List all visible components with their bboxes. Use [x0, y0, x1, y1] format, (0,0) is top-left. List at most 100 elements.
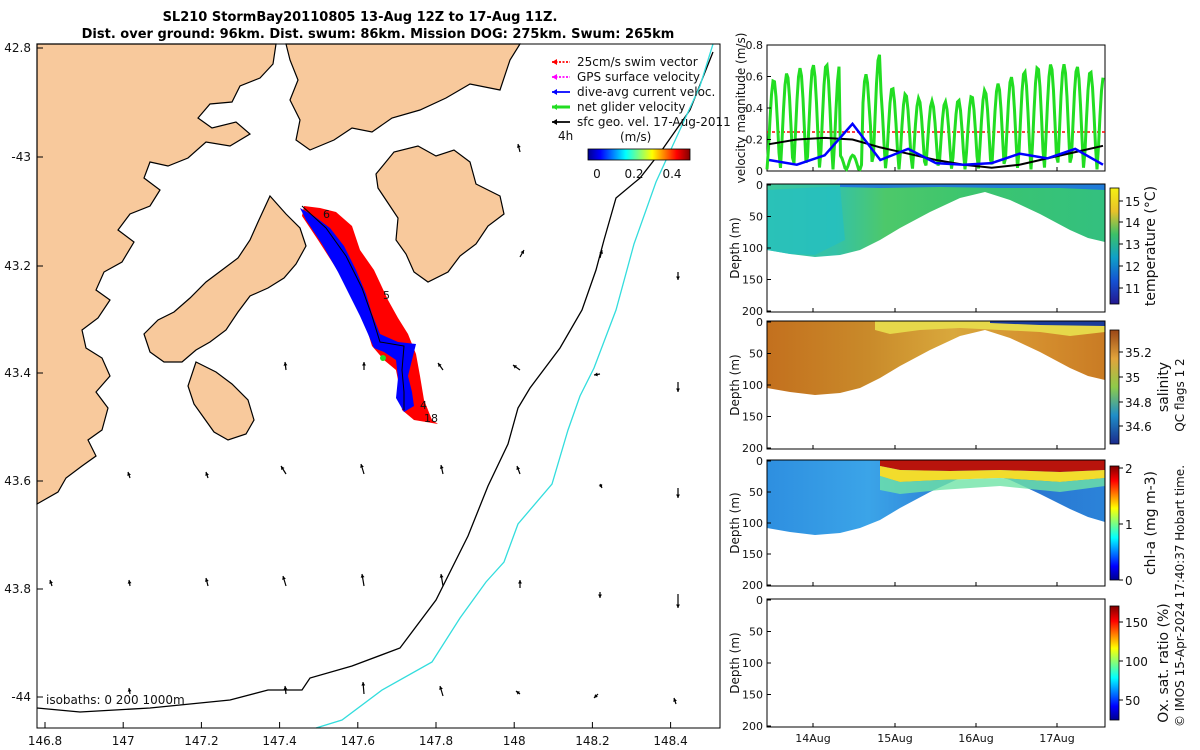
- colorbar-tick-label: 35.2: [1125, 346, 1152, 360]
- time-tick-label: 16Aug: [958, 732, 993, 745]
- temperature-coastal-warm: [767, 186, 845, 255]
- geo-velocity-arrow: [127, 471, 131, 479]
- geo-velocity-arrow: [519, 249, 525, 258]
- oxygen-section-axes: 0 50 100 150 200 Depth (m): [728, 594, 1106, 733]
- map-x-tick-label: 148: [503, 734, 526, 748]
- geo-velocity-arrow: [518, 580, 522, 588]
- geo-velocity-arrow: [282, 575, 287, 587]
- geo-velocity-arrow: [599, 249, 604, 259]
- colorbar-tick-label: 13: [1125, 238, 1140, 252]
- velocity-panel: 0 0.2 0.4 0.6 0.8 velocity magnitude (m/s): [734, 33, 1106, 184]
- map-y-tick-label: 43.4: [4, 366, 31, 380]
- isobath-note: isobaths: 0 200 1000m: [46, 693, 185, 707]
- depth-tick-label: 100: [742, 517, 763, 530]
- legend-arrowhead: [552, 119, 557, 125]
- depth-tick-label: 150: [742, 548, 763, 561]
- footer-credit: © IMOS 15-Apr-2024 17:40:37 Hobart time.: [1173, 465, 1187, 727]
- track-label-5: 5: [383, 289, 390, 302]
- oxygen-section-ylabel: Depth (m): [728, 632, 742, 693]
- legend-label: sfc geo. vel. 17-Aug-2011: [577, 115, 731, 129]
- colorbar-tick-label: 1: [1125, 518, 1133, 532]
- map-x-tick-label: 147.4: [262, 734, 296, 748]
- colorbar-tick-label: 0: [1125, 574, 1133, 588]
- geo-velocity-arrow: [204, 577, 209, 587]
- geo-velocity-arrow: [49, 579, 53, 587]
- temperature-section-ylabel: Depth (m): [728, 217, 742, 278]
- depth-tick-label: 200: [742, 442, 763, 455]
- legend-item-dive-avg-current-veloc: dive-avg current veloc.: [552, 85, 715, 99]
- track-label-6: 6: [323, 208, 330, 221]
- geo-velocity-arrow: [205, 471, 209, 479]
- depth-tick-label: 50: [749, 211, 763, 224]
- geo-velocity-arrow: [515, 690, 521, 695]
- qc-note: QC flags 1 2: [1173, 358, 1187, 431]
- time-tick-label: 17Aug: [1039, 732, 1074, 745]
- colorbar-tick-label: 34.6: [1125, 420, 1152, 434]
- arrow-scale-time-label: 4h: [558, 129, 573, 143]
- map-x-tick-label: 147.2: [184, 734, 218, 748]
- salinity-section-colorbar-label: salinity: [1156, 362, 1172, 412]
- map-x-tick-label: 148.2: [575, 734, 609, 748]
- arrow-scale-tick-1: 0.2: [624, 167, 643, 181]
- geo-velocity-arrow: [676, 382, 680, 392]
- chla-midlayer: [880, 476, 1105, 494]
- geo-velocity-arrow: [439, 464, 444, 475]
- depth-tick-label: 0: [756, 179, 763, 192]
- legend-item-gps-surface-velocity: GPS surface velocity: [552, 70, 700, 84]
- map-x-tick-label: 148.4: [653, 734, 687, 748]
- legend-arrowhead: [552, 59, 557, 65]
- geo-velocity-arrow: [676, 594, 680, 608]
- depth-tick-label: 100: [742, 379, 763, 392]
- legend-label: 25cm/s swim vector: [577, 55, 698, 69]
- depth-tick-label: 0: [756, 455, 763, 468]
- map-x-tick-label: 147.8: [419, 734, 453, 748]
- map-x-tick-label: 146.8: [28, 734, 62, 748]
- legend-label: GPS surface velocity: [577, 70, 700, 84]
- geo-velocity-arrow: [598, 483, 603, 489]
- chla-section-colorbar-label: chl-a (mg m-3): [1143, 471, 1159, 575]
- depth-tick-label: 150: [742, 689, 763, 702]
- land-tasman-peninsula-north: [143, 194, 307, 363]
- chla-surface-bloom: [880, 460, 1105, 472]
- oxygen-section-colorbar-axis: 150 100 50 Ox. sat. ratio (%): [1119, 603, 1172, 723]
- salinity-section-ylabel: Depth (m): [728, 354, 742, 415]
- chla-colorbar: [1109, 465, 1120, 581]
- geo-velocity-arrow: [361, 681, 366, 695]
- track-net-velocity-marker: [380, 355, 386, 361]
- salinity-fresh-top: [990, 321, 1105, 326]
- arrow-scale-tick-0: 0: [593, 167, 601, 181]
- title-line-1: SL210 StormBay20110805 13-Aug 12Z to 17-…: [163, 10, 558, 25]
- legend-item-net-glider-velocity: net glider velocity: [552, 100, 685, 114]
- velocity-y-tick-label: 0.4: [746, 102, 764, 115]
- time-tick-label: 14Aug: [795, 732, 830, 745]
- legend-item-25cm-s-swim-vector: 25cm/s swim vector: [552, 55, 698, 69]
- depth-tick-label: 200: [742, 720, 763, 733]
- depth-tick-label: 100: [742, 242, 763, 255]
- legend-arrowhead: [552, 89, 557, 95]
- salinity-field: [767, 321, 1105, 395]
- colorbar-tick-label: 12: [1125, 260, 1140, 274]
- geo-velocity-arrow: [598, 592, 602, 598]
- geo-velocity-arrow: [593, 693, 599, 699]
- isobath-1000m: [315, 43, 714, 729]
- land-island-east: [375, 145, 505, 283]
- temperature-panel: [767, 184, 1105, 312]
- geo-velocity-arrow: [283, 361, 288, 371]
- chla-panel: [767, 460, 1105, 586]
- geo-velocity-arrow: [512, 364, 521, 371]
- legend-arrowhead: [552, 74, 557, 80]
- time-tick-label: 15Aug: [877, 732, 912, 745]
- depth-tick-label: 200: [742, 579, 763, 592]
- track-blue-current: [300, 208, 416, 412]
- map-frame: [36, 43, 721, 729]
- section-panels: 0 50 100 150 200 Depth (m) 0 50 100 150 200 Depth (…: [728, 179, 1106, 733]
- colorbar-tick-label: 14: [1125, 216, 1140, 230]
- velocity-y-tick-label: 0.2: [746, 134, 764, 147]
- chla-section-colorbar-axis: 2 1 0 chl-a (mg m-3): [1119, 462, 1159, 588]
- velocity-ylabel: velocity magnitude (m/s): [734, 33, 748, 184]
- depth-tick-label: 150: [742, 274, 763, 287]
- depth-tick-label: 50: [749, 348, 763, 361]
- temperature-surface-layer: [840, 184, 1105, 190]
